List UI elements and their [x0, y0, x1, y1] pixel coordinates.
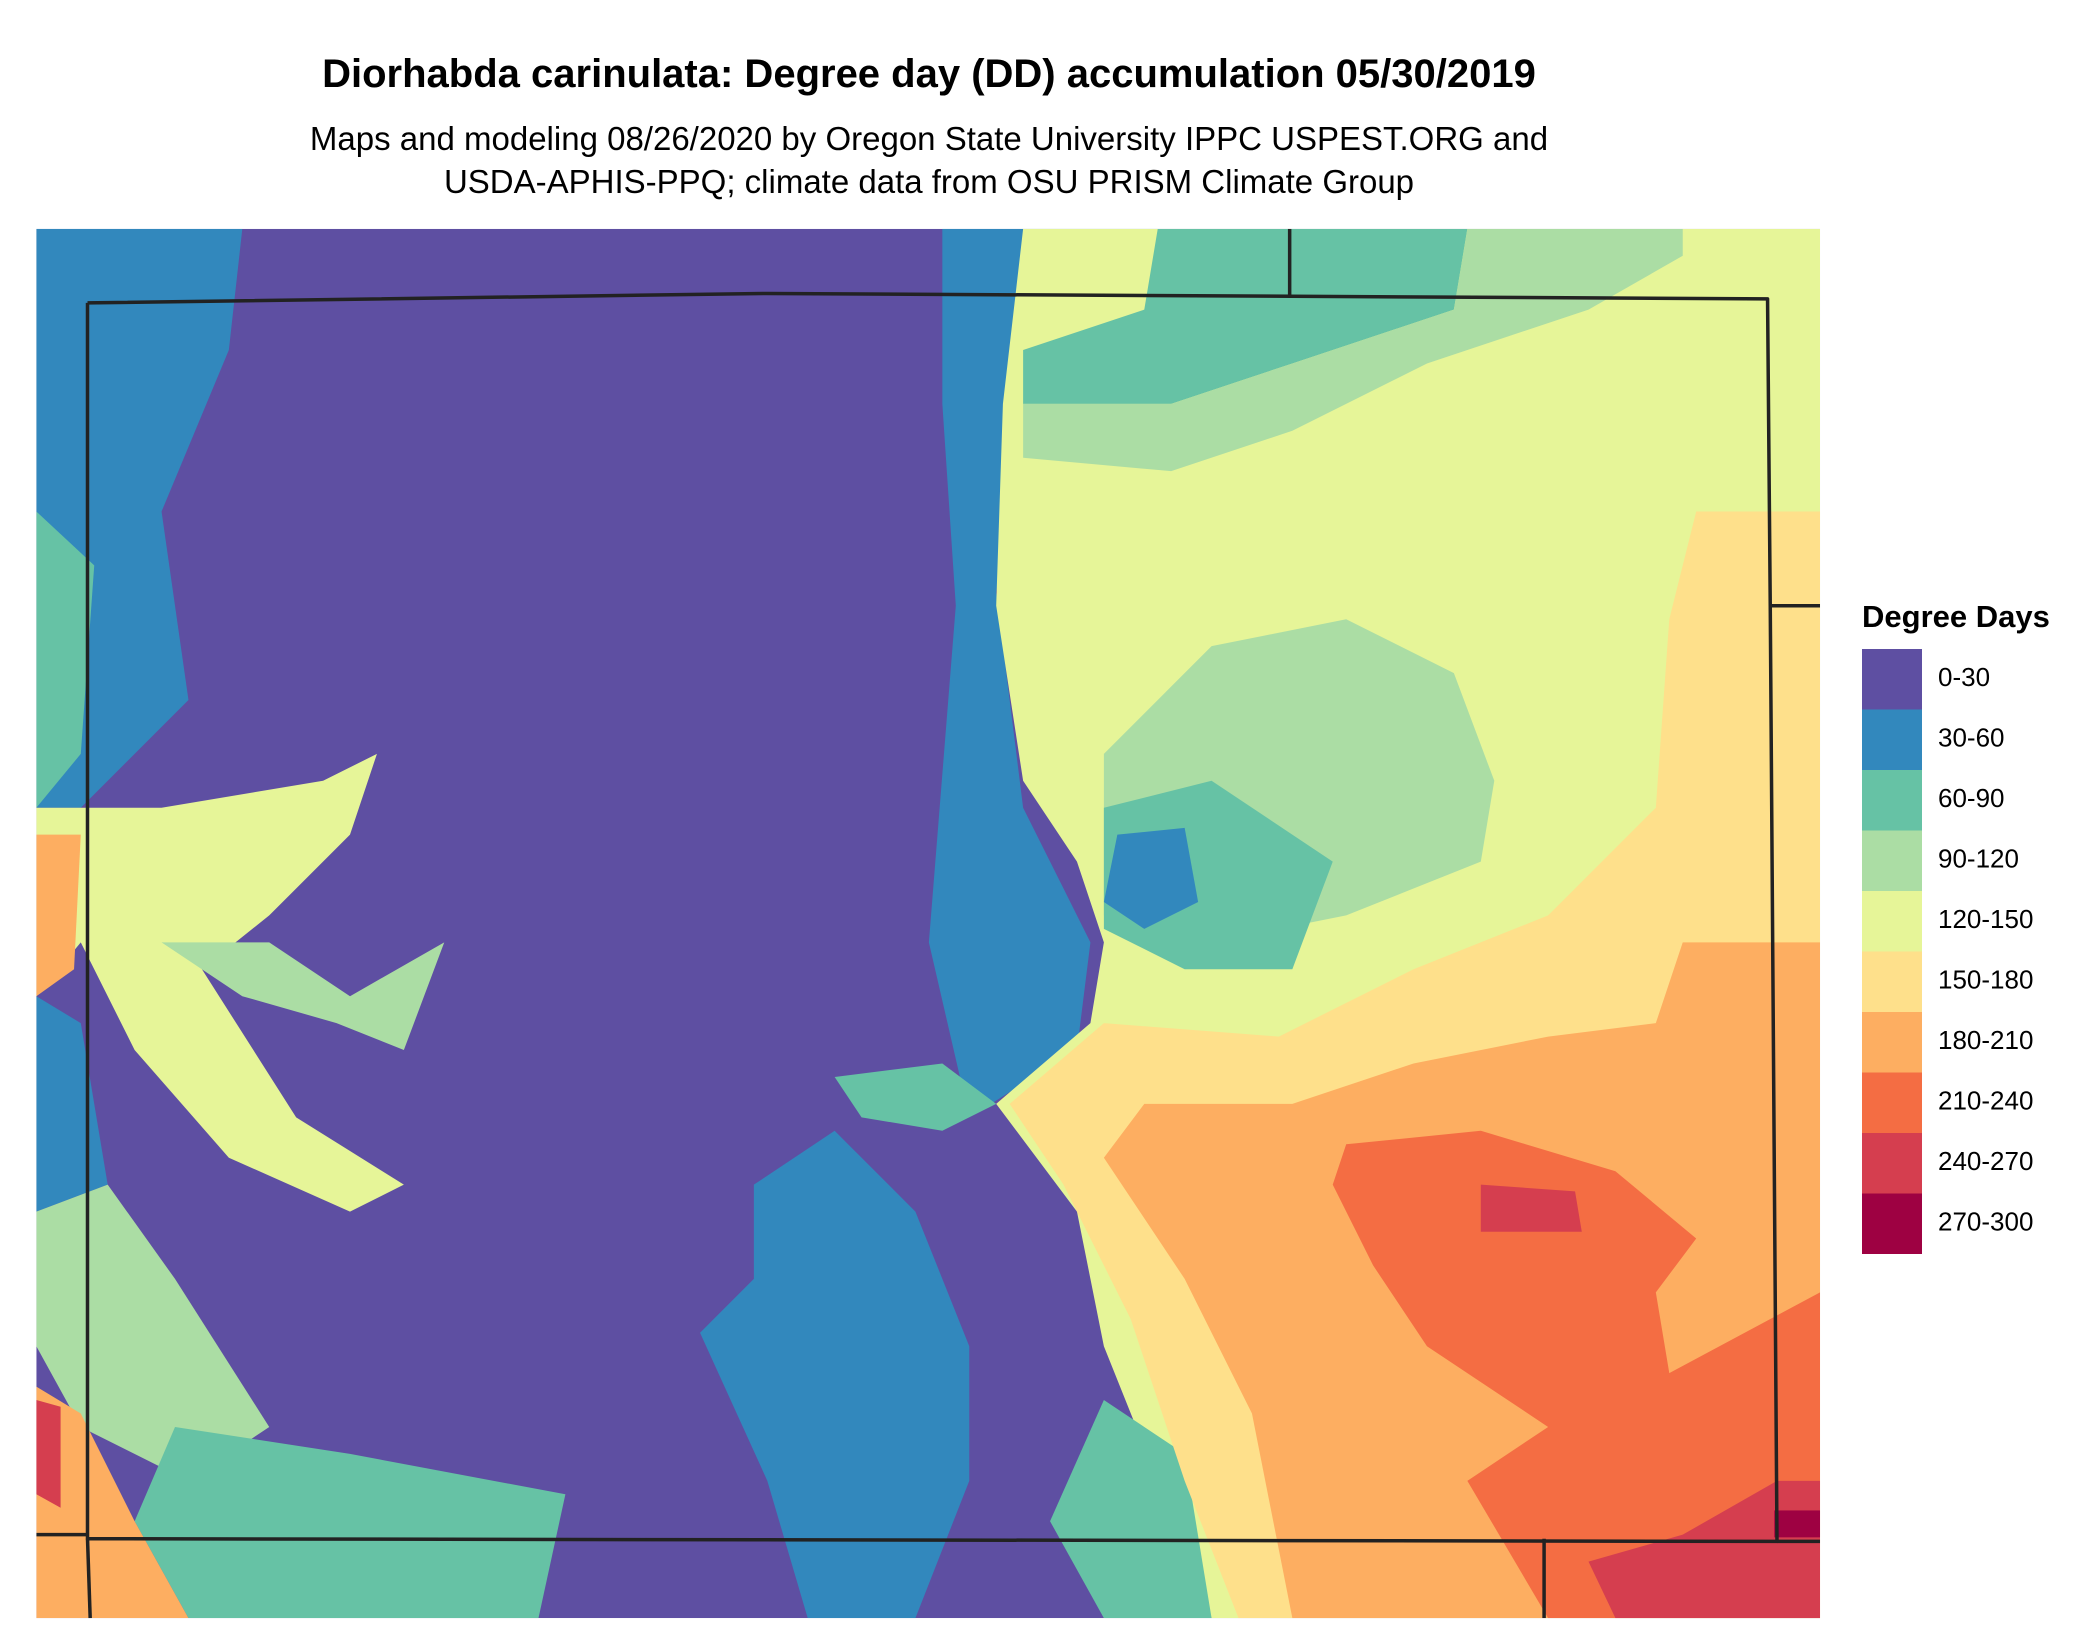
- legend-swatch: [1862, 1012, 1922, 1073]
- legend-swatch: [1862, 770, 1922, 831]
- legend-swatch: [1862, 649, 1922, 710]
- legend-label: 180-210: [1938, 1025, 2033, 1055]
- subtitle: USDA-APHIS-PPQ; climate data from OSU PR…: [444, 163, 1414, 200]
- subtitle: Maps and modeling 08/26/2020 by Oregon S…: [310, 120, 1548, 157]
- legend-label: 240-270: [1938, 1146, 2033, 1176]
- legend-label: 90-120: [1938, 844, 2019, 874]
- legend-swatch: [1862, 830, 1922, 891]
- legend-swatch: [1862, 1193, 1922, 1254]
- legend-swatch: [1862, 709, 1922, 770]
- legend-label: 30-60: [1938, 723, 2005, 753]
- legend-swatch: [1862, 1072, 1922, 1133]
- title: Diorhabda carinulata: Degree day (DD) ac…: [322, 52, 1536, 96]
- legend-swatch: [1862, 951, 1922, 1012]
- legend-label: 0-30: [1938, 662, 1990, 692]
- legend-label: 210-240: [1938, 1086, 2033, 1116]
- legend-swatch: [1862, 891, 1922, 952]
- legend-label: 270-300: [1938, 1207, 2033, 1237]
- legend-label: 60-90: [1938, 783, 2005, 813]
- map: [36, 228, 1821, 1619]
- legend-swatch: [1862, 1133, 1922, 1194]
- legend-label: 150-180: [1938, 965, 2033, 995]
- legend-title: Degree Days: [1862, 599, 2050, 634]
- legend-label: 120-150: [1938, 904, 2033, 934]
- legend: 0-30 30-60 60-90 90-120 120-150 150-180 180-21…: [1862, 649, 2033, 1254]
